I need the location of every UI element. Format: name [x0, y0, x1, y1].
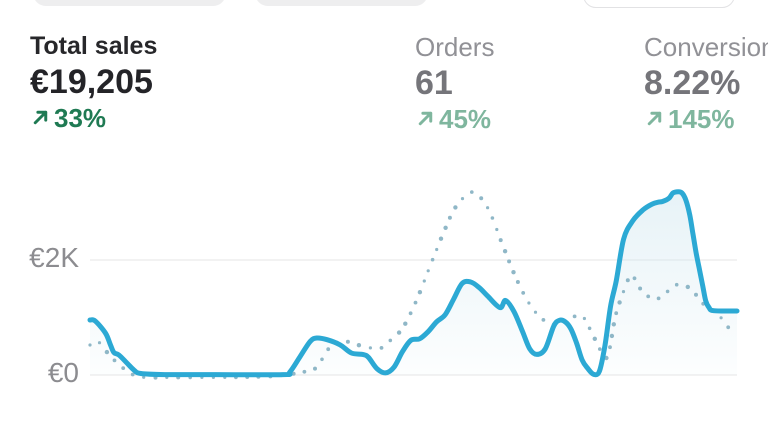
svg-text:€2K: €2K — [29, 242, 79, 273]
svg-text:€0: €0 — [48, 357, 79, 388]
